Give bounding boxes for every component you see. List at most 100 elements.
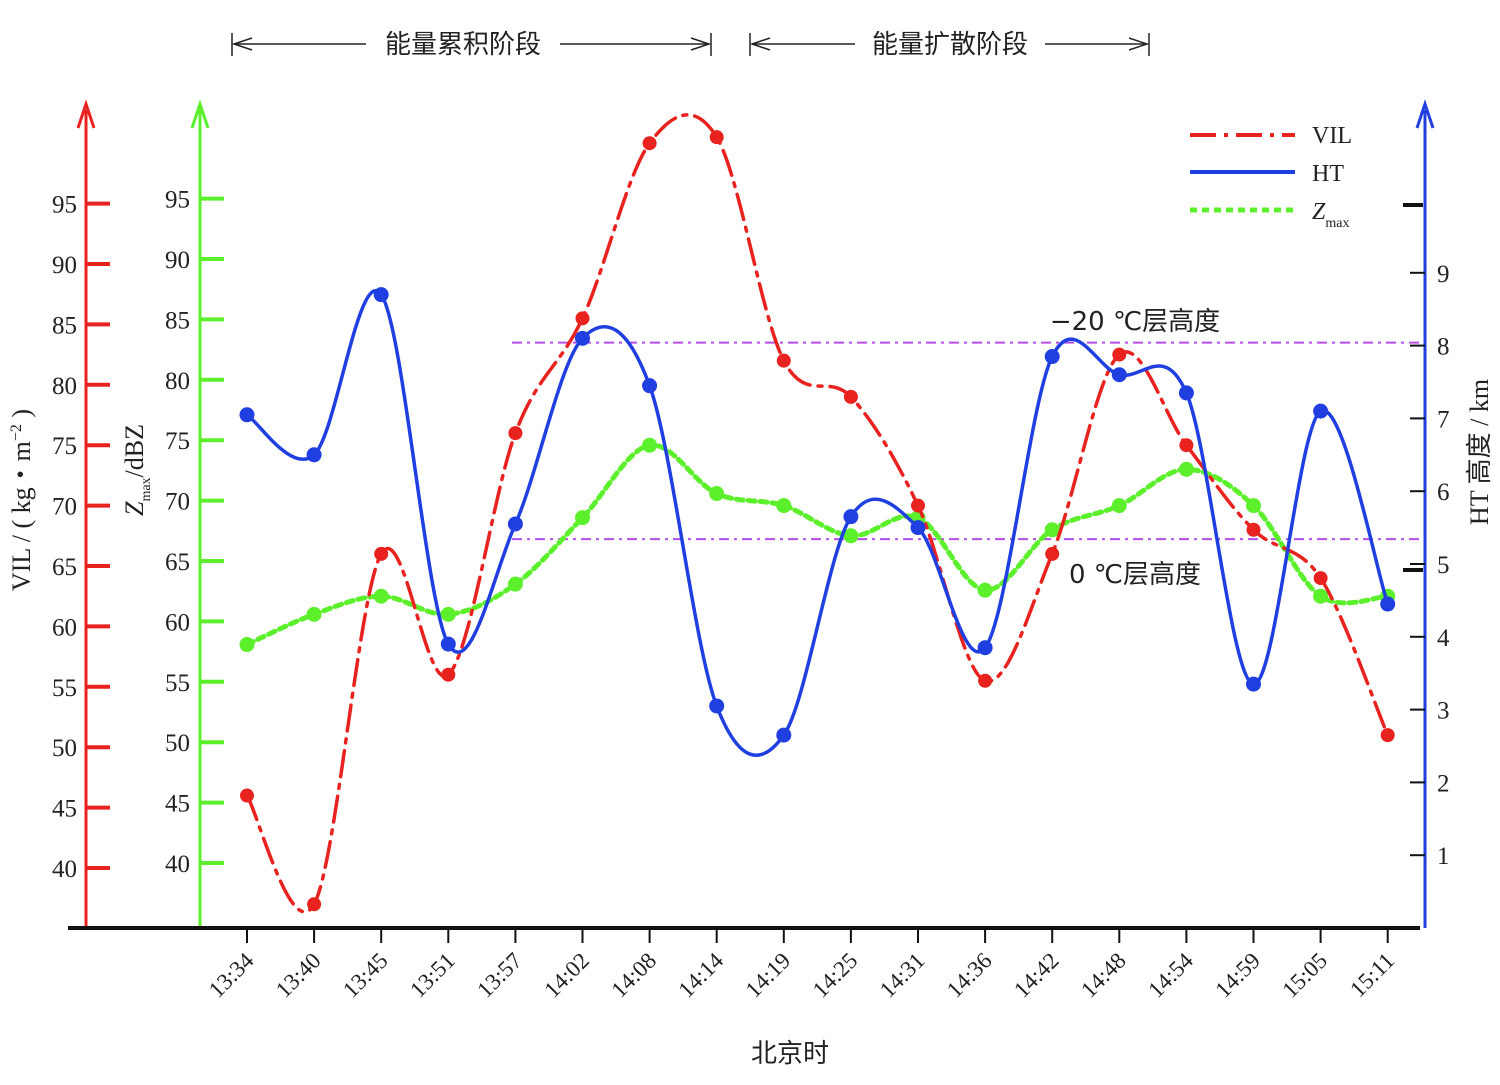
data-point-zmax bbox=[440, 606, 456, 622]
vil-tick-label: 40 bbox=[52, 856, 77, 883]
ht-axis-label: HT 高度 / km bbox=[1465, 379, 1494, 525]
x-tick-group: 13:34 13:40 13:45 13:51 13:57 14:02 14:08 14:14… bbox=[204, 928, 1399, 1003]
data-point-vil bbox=[441, 667, 456, 682]
data-point-vil bbox=[642, 136, 657, 151]
data-point-zmax bbox=[306, 606, 322, 622]
data-point-ht bbox=[239, 407, 255, 423]
series-line-vil bbox=[245, 113, 1390, 914]
zmax-tick-label: 95 bbox=[165, 187, 190, 214]
ht-tick-label: 5 bbox=[1437, 552, 1450, 579]
data-point-zmax bbox=[1044, 522, 1060, 538]
legend-label-ht: HT bbox=[1312, 161, 1344, 187]
data-point-ht bbox=[373, 287, 389, 303]
ht-tick-label: 2 bbox=[1437, 770, 1450, 797]
vil-axis: 40 45 50 55 60 65 70 75 80 85 90 95 VIL / ( kg・m−2 … bbox=[7, 99, 110, 928]
phase-label-accumulation: 能量累积阶段 bbox=[385, 30, 541, 60]
zmax-tick-label: 90 bbox=[165, 247, 190, 274]
data-point-vil bbox=[1179, 438, 1194, 453]
ht-tick-label: 9 bbox=[1437, 261, 1450, 288]
x-tick-label: 13:51 bbox=[405, 948, 460, 1003]
x-tick-label: 14:14 bbox=[674, 948, 729, 1003]
data-point-ht bbox=[843, 509, 859, 525]
data-point-vil bbox=[575, 311, 590, 326]
x-tick-label: 14:42 bbox=[1009, 948, 1064, 1003]
series-line-ht bbox=[245, 289, 1390, 757]
data-point-zmax bbox=[642, 437, 658, 453]
data-point-zmax bbox=[776, 498, 792, 514]
vil-tick-label: 85 bbox=[52, 312, 77, 339]
data-point-zmax bbox=[843, 528, 859, 544]
x-tick-label: 14:31 bbox=[875, 948, 930, 1003]
data-point-ht bbox=[1313, 403, 1329, 419]
data-point-ht bbox=[440, 636, 456, 652]
x-tick-label: 13:57 bbox=[472, 948, 527, 1003]
data-point-vil bbox=[508, 426, 523, 441]
data-point-ht bbox=[1111, 367, 1127, 383]
ht-tick-label: 6 bbox=[1437, 479, 1450, 506]
vil-tick-label: 45 bbox=[52, 796, 77, 823]
x-tick-label: 15:05 bbox=[1277, 948, 1332, 1003]
data-point-zmax bbox=[1246, 498, 1261, 514]
data-point-vil bbox=[307, 897, 322, 912]
x-tick-label: 15:11 bbox=[1345, 948, 1399, 1002]
vil-tick-label: 95 bbox=[52, 192, 77, 219]
zmax-axis-label: Zmax/dBZ bbox=[120, 424, 154, 516]
x-tick-label: 14:36 bbox=[942, 948, 997, 1003]
zmax-tick-label: 85 bbox=[165, 307, 190, 334]
vil-tick-label: 80 bbox=[52, 373, 77, 400]
data-point-vil bbox=[709, 130, 724, 145]
data-point-zmax bbox=[507, 576, 523, 592]
vil-tick-label: 50 bbox=[52, 735, 77, 762]
legend-label-zmax: Zmax bbox=[1312, 199, 1349, 231]
x-tick-label: 13:45 bbox=[338, 948, 393, 1003]
data-point-zmax bbox=[1111, 498, 1127, 514]
phase-annotations: 能量累积阶段 能量扩散阶段 bbox=[231, 30, 1150, 60]
data-point-vil bbox=[776, 353, 791, 368]
zmax-tick-label: 80 bbox=[165, 368, 190, 395]
data-point-ht bbox=[306, 447, 322, 463]
data-point-ht bbox=[507, 516, 523, 532]
zmax-tick-label: 60 bbox=[165, 609, 190, 636]
vil-tick-label: 60 bbox=[52, 614, 77, 641]
series-layer bbox=[239, 113, 1396, 914]
data-point-vil bbox=[1112, 347, 1127, 362]
reference-lines bbox=[512, 341, 1423, 541]
zmax-tick-label: 50 bbox=[165, 730, 190, 757]
vil-tick-label: 70 bbox=[52, 494, 77, 521]
zmax-tick-label: 65 bbox=[165, 549, 190, 576]
zmax-axis: 40 45 50 55 60 65 70 75 80 85 90 95 Zmax/dBZ bbox=[120, 99, 224, 928]
data-point-ht bbox=[575, 330, 590, 346]
ht-axis: 1 2 3 4 5 6 7 8 9 HT 高度 / km bbox=[1403, 99, 1494, 928]
x-axis-label: 北京时 bbox=[751, 1039, 829, 1069]
data-point-ht bbox=[1044, 349, 1060, 365]
data-point-vil bbox=[240, 788, 254, 803]
data-point-vil bbox=[843, 389, 858, 404]
phase-accumulation: 能量累积阶段 bbox=[231, 30, 712, 60]
data-point-ht bbox=[977, 640, 993, 656]
vil-axis-label: VIL / ( kg・m−2 ) bbox=[7, 409, 36, 591]
x-tick-label: 14:54 bbox=[1143, 948, 1198, 1003]
x-tick-label: 14:19 bbox=[741, 948, 796, 1003]
phase-label-diffusion: 能量扩散阶段 bbox=[872, 30, 1028, 60]
zmax-tick-label: 70 bbox=[165, 489, 190, 516]
data-point-vil bbox=[374, 546, 389, 561]
zmax-tick-label: 40 bbox=[165, 851, 190, 878]
ht-tick-group: 1 2 3 4 5 6 7 8 9 bbox=[1410, 261, 1450, 870]
data-point-ht bbox=[910, 520, 926, 536]
data-point-ht bbox=[1380, 596, 1396, 612]
data-point-vil bbox=[911, 498, 925, 513]
x-tick-label: 13:34 bbox=[204, 948, 259, 1003]
x-tick-label: 14:48 bbox=[1076, 948, 1131, 1003]
zmax-tick-label: 75 bbox=[165, 428, 190, 455]
x-tick-label: 14:02 bbox=[539, 948, 594, 1003]
data-point-zmax bbox=[373, 588, 389, 604]
ht-tick-label: 4 bbox=[1437, 625, 1450, 652]
data-point-ht bbox=[1178, 385, 1194, 401]
vil-tick-label: 75 bbox=[52, 433, 77, 460]
ref-label-minus20: −20 ℃层高度 bbox=[1050, 307, 1220, 337]
vil-tick-group: 40 45 50 55 60 65 70 75 80 85 90 95 bbox=[52, 192, 110, 883]
ht-tick-label: 3 bbox=[1437, 698, 1450, 725]
ht-tick-label: 8 bbox=[1437, 334, 1450, 361]
ht-tick-label: 7 bbox=[1437, 406, 1450, 433]
